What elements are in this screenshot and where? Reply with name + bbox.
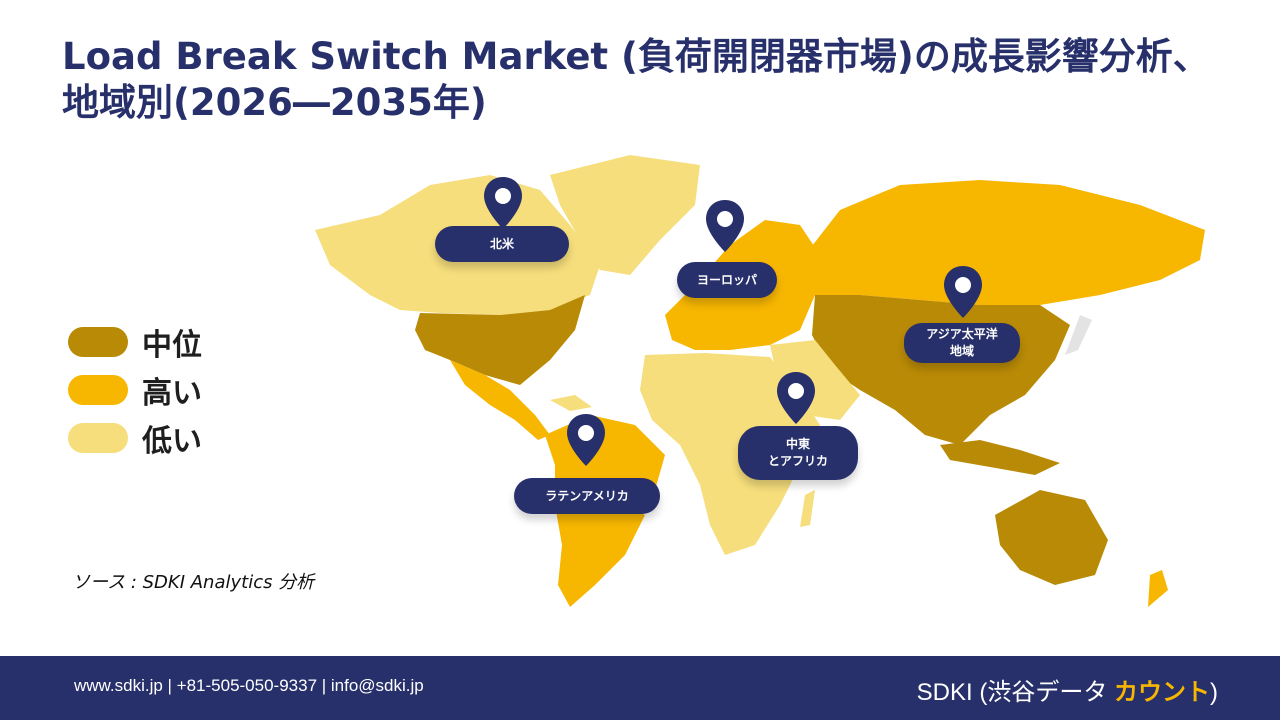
caribbean-shape [550,395,592,411]
australia-shape [995,490,1108,585]
legend-swatch [68,423,128,453]
region-label-europe[interactable]: ヨーロッパ [677,262,777,298]
legend-item-low: 低い [68,414,202,462]
page-title: Load Break Switch Market (負荷開閉器市場)の成長影響分… [62,35,1210,124]
footer-bar: www.sdki.jp | +81-505-050-9337 | info@sd… [0,656,1280,720]
russia-shape [805,180,1205,305]
region-label-middle-east-africa[interactable]: 中東 とアフリカ [738,426,858,480]
map-pin-icon[interactable] [703,198,747,254]
legend-swatch [68,327,128,357]
brand-suffix: ) [1210,679,1218,706]
map-pin-icon[interactable] [564,412,608,468]
region-label-text: 中東 [785,437,810,451]
map-pin-icon[interactable] [481,175,525,231]
mexico-shape [450,360,550,440]
region-label-latin-america[interactable]: ラテンアメリカ [514,478,660,514]
new-zealand-shape [1148,570,1168,607]
region-label-text: とアフリカ [767,454,828,468]
region-label-text: ラテンアメリカ [545,488,629,503]
map-pin-icon[interactable] [941,264,985,320]
brand-prefix: SDKI (渋谷データ [916,679,1114,706]
legend-label: 高い [142,376,202,411]
region-label-text: 北米 [489,236,514,251]
greenland-shape [550,155,700,275]
legend: 中位 高い 低い [68,318,202,462]
footer-contact[interactable]: www.sdki.jp | +81-505-050-9337 | info@sd… [74,676,424,695]
legend-item-medium: 中位 [68,318,202,366]
source-note: ソース : SDKI Analytics 分析 [72,572,315,593]
region-label-north-america[interactable]: 北米 [435,226,569,262]
region-label-asia-pacific[interactable]: アジア太平洋 地域 [904,323,1020,363]
legend-item-high: 高い [68,366,202,414]
legend-label: 低い [142,424,202,459]
madagascar-shape [800,490,815,527]
southeast-asia-islands-shape [940,440,1060,475]
usa-shape [415,295,585,385]
legend-label: 中位 [142,328,202,363]
region-label-text: 地域 [949,344,974,358]
africa-shape [640,353,820,555]
legend-swatch [68,375,128,405]
region-label-text: アジア太平洋 [926,327,998,341]
world-map [315,155,1205,607]
map-pin-icon[interactable] [774,370,818,426]
japan-shape [1065,315,1092,355]
footer-brand: SDKI (渋谷データ カウント) [917,672,1218,707]
region-label-text: ヨーロッパ [696,272,757,287]
brand-accent: カウント [1114,679,1210,706]
